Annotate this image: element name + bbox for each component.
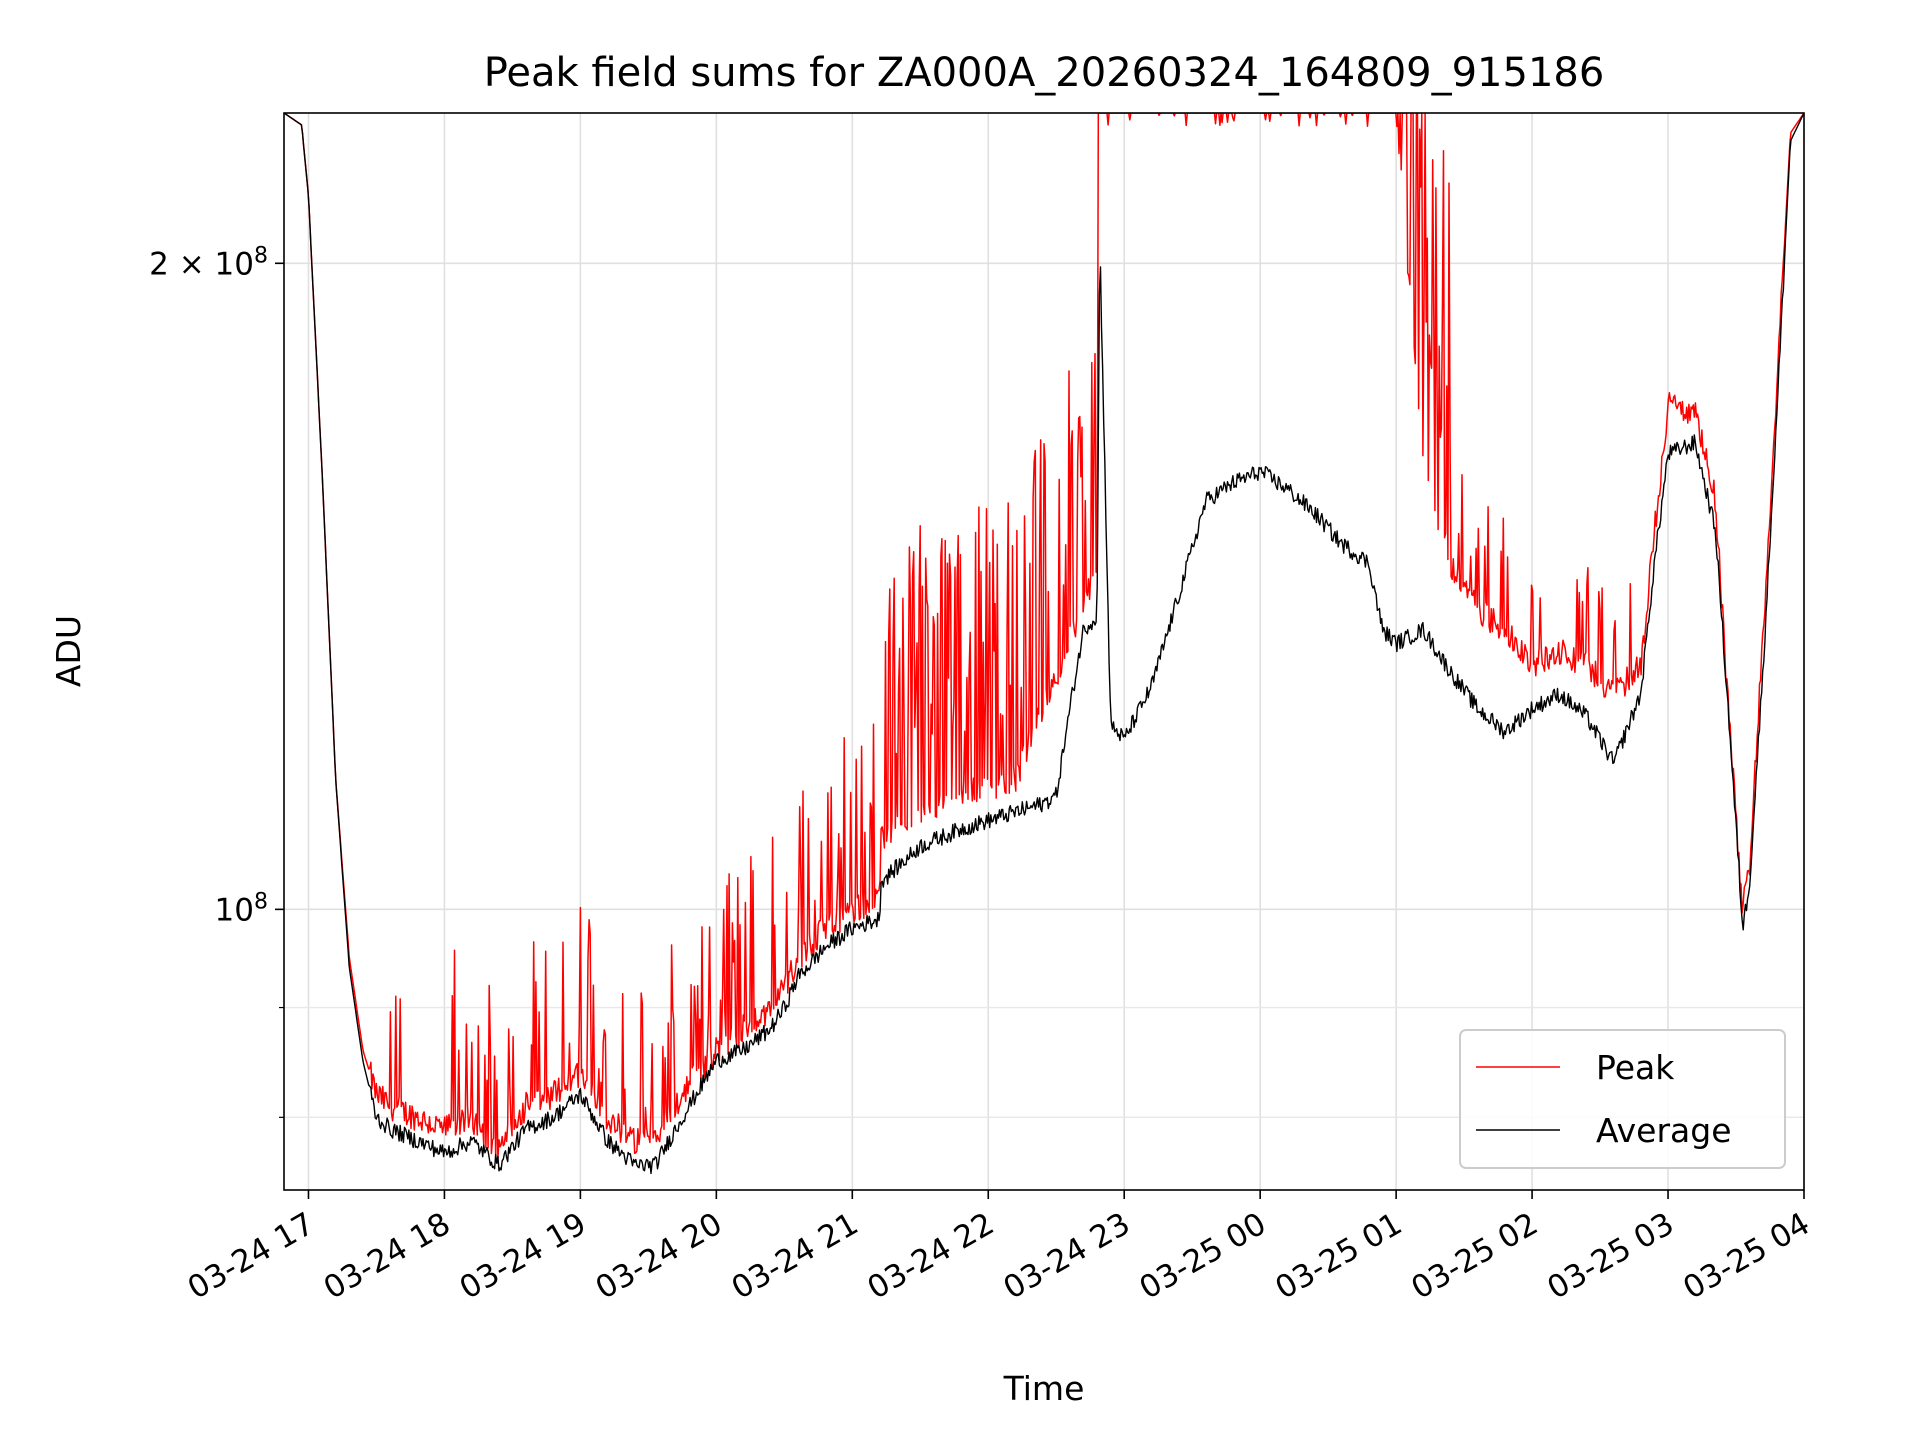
y-tick-label: 2 × 108: [149, 243, 268, 283]
legend: Peak Average: [1459, 1029, 1786, 1169]
grid: [284, 113, 1805, 1190]
plot-frame: [283, 112, 1805, 1191]
y-axis: 108 2 × 108: [149, 243, 284, 1118]
series-average: [284, 113, 1804, 1175]
series-average-line: [284, 113, 1804, 1175]
x-axis-label: Time: [1003, 1369, 1085, 1408]
legend-box: [1459, 1029, 1786, 1169]
legend-peak-label: Peak: [1596, 1048, 1675, 1087]
chart-title: Peak field sums for ZA000A_20260324_1648…: [484, 50, 1605, 96]
y-tick-label: 108: [215, 889, 268, 929]
legend-average-label: Average: [1596, 1111, 1732, 1150]
y-axis-label: ADU: [49, 615, 88, 687]
series-peak: [284, 113, 1804, 1163]
series-peak-line: [284, 113, 1804, 1163]
